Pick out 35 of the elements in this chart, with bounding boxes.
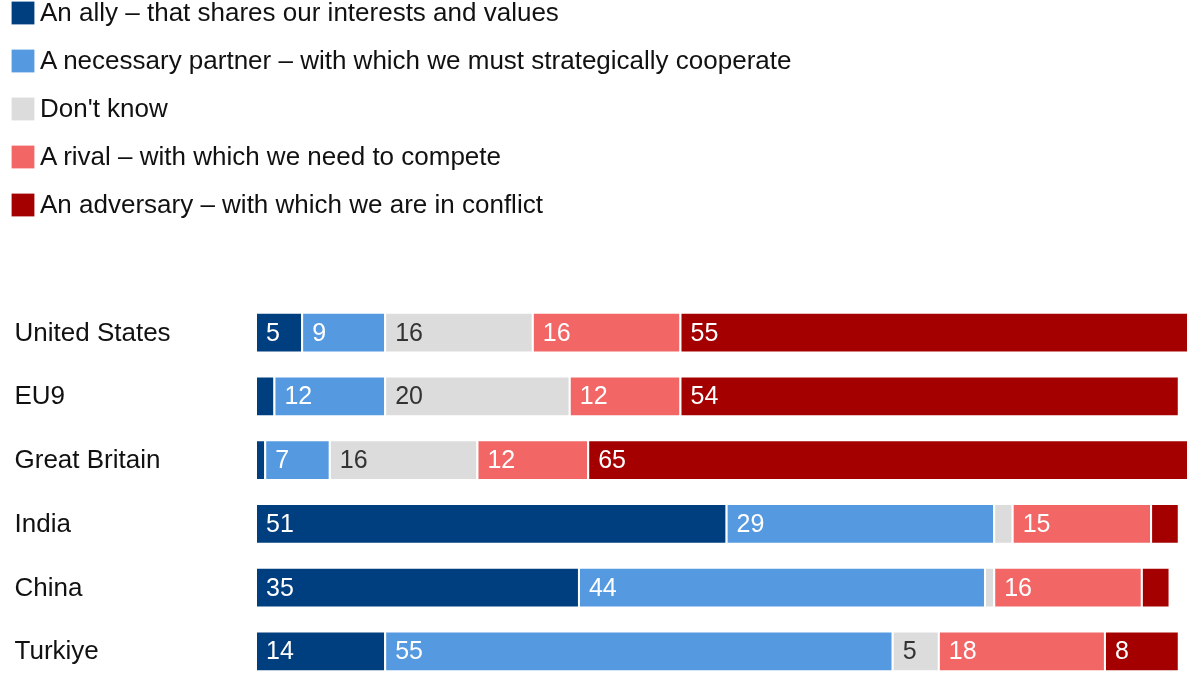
data-label: 16 <box>339 445 368 474</box>
legend-label: A rival – with which we need to compete <box>40 141 502 171</box>
data-label: 55 <box>690 317 719 346</box>
y-tick-label: India <box>14 507 72 538</box>
data-label: 8 <box>1114 636 1129 665</box>
legend-label: An ally – that shares our interests and values <box>40 0 559 27</box>
legend-label: Don't know <box>40 93 169 123</box>
data-label: 12 <box>487 445 516 474</box>
data-label: 20 <box>395 381 423 410</box>
data-label: 18 <box>948 636 977 665</box>
y-tick-label: Great Britain <box>14 444 161 475</box>
y-tick-label: United States <box>14 316 171 347</box>
data-label: 7 <box>275 445 290 474</box>
data-label: 54 <box>690 381 719 410</box>
data-label: 16 <box>395 317 423 346</box>
data-label: 55 <box>395 636 423 665</box>
data-label: 51 <box>266 508 294 537</box>
data-label: 12 <box>284 381 313 410</box>
legend-label: A necessary partner – with which we must strategically cooperate <box>40 45 792 75</box>
data-label: 5 <box>902 636 917 665</box>
y-tick-label: EU9 <box>14 380 66 411</box>
data-label: 14 <box>266 636 294 665</box>
data-label: 65 <box>598 445 627 474</box>
data-label: 9 <box>312 317 327 346</box>
data-label: 5 <box>266 317 280 346</box>
data-label: 35 <box>266 572 294 601</box>
data-label: 16 <box>1004 572 1033 601</box>
data-label: 12 <box>579 381 608 410</box>
y-tick-label: Turkiye <box>14 635 99 666</box>
legend-label: An adversary – with which we are in conflict <box>40 189 544 219</box>
y-tick-label: China <box>14 571 83 602</box>
data-label: 29 <box>736 508 765 537</box>
data-label: 16 <box>542 317 571 346</box>
data-label: 15 <box>1022 508 1051 537</box>
data-label: 44 <box>588 572 617 601</box>
